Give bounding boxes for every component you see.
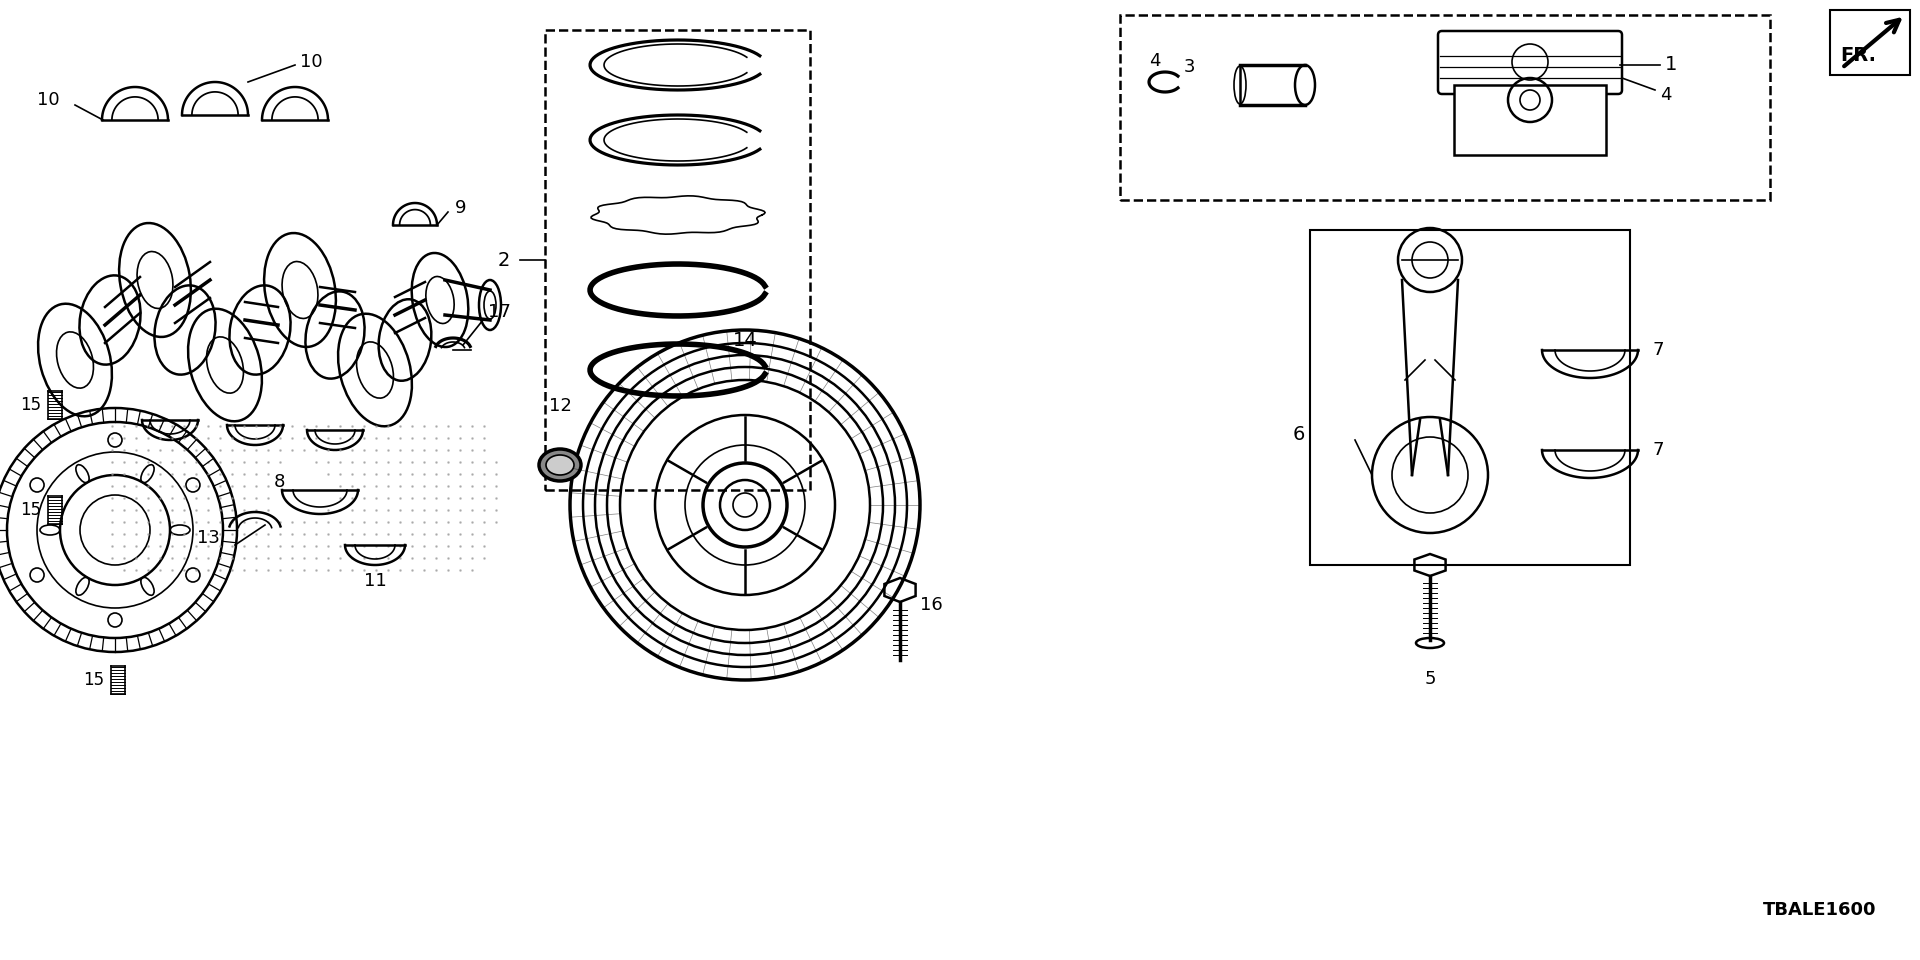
- FancyBboxPatch shape: [1438, 31, 1622, 94]
- Text: 12: 12: [549, 397, 572, 415]
- Text: 11: 11: [363, 572, 386, 590]
- Text: TBALE1600: TBALE1600: [1763, 901, 1876, 919]
- Text: FR.: FR.: [1839, 46, 1876, 65]
- Text: 15: 15: [19, 501, 40, 519]
- Ellipse shape: [540, 449, 582, 481]
- Text: 1: 1: [1665, 56, 1678, 75]
- Bar: [1830, 10, 1910, 75]
- Text: 4: 4: [1661, 86, 1672, 104]
- Text: 9: 9: [455, 199, 467, 217]
- Text: 2: 2: [497, 251, 511, 270]
- Bar: [1309, 230, 1630, 565]
- Text: 14: 14: [733, 330, 756, 349]
- Text: 10: 10: [36, 91, 60, 109]
- Ellipse shape: [545, 455, 574, 475]
- Text: 8: 8: [275, 473, 284, 491]
- Text: 15: 15: [83, 671, 104, 689]
- Text: 5: 5: [1425, 670, 1436, 688]
- FancyBboxPatch shape: [1119, 15, 1770, 200]
- Text: 16: 16: [920, 596, 943, 614]
- Text: 17: 17: [488, 303, 511, 321]
- Ellipse shape: [1417, 638, 1444, 648]
- Bar: [1453, 85, 1605, 155]
- Text: 13: 13: [198, 529, 221, 547]
- Text: 3: 3: [1183, 58, 1194, 76]
- Text: 10: 10: [300, 53, 323, 71]
- Text: 6: 6: [1292, 425, 1306, 444]
- Text: 7: 7: [1653, 441, 1665, 459]
- Text: 15: 15: [19, 396, 40, 414]
- FancyBboxPatch shape: [545, 30, 810, 490]
- Text: 7: 7: [1653, 341, 1665, 359]
- Text: 4: 4: [1150, 52, 1162, 70]
